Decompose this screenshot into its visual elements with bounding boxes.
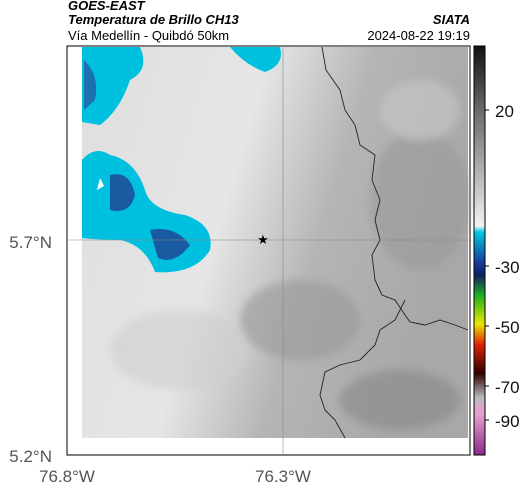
location-star: ★	[257, 232, 269, 247]
colorbar-tick-label: -50	[495, 318, 520, 337]
colorbar-ticks	[485, 109, 489, 421]
colorbar-tick-label: -30	[495, 258, 520, 277]
colorbar	[473, 45, 486, 456]
satellite-name: GOES-EAST	[68, 0, 146, 13]
colorbar-tick-label: -70	[495, 378, 520, 397]
latitude-label: 5.2°N	[9, 447, 52, 466]
colorbar-tick-label: 20	[495, 102, 514, 121]
product-title: Temperatura de Brillo CH13	[68, 12, 240, 27]
timestamp: 2024-08-22 19:19	[367, 28, 470, 43]
latitude-label: 5.7°N	[9, 233, 52, 252]
source-label: SIATA	[433, 12, 470, 27]
longitude-label: 76.3°W	[255, 467, 311, 486]
satellite-image	[82, 47, 470, 438]
route-label: Vía Medellín - Quibdó 50km	[68, 28, 229, 43]
colorbar-tick-label: -90	[495, 412, 520, 431]
longitude-label: 76.8°W	[39, 467, 95, 486]
